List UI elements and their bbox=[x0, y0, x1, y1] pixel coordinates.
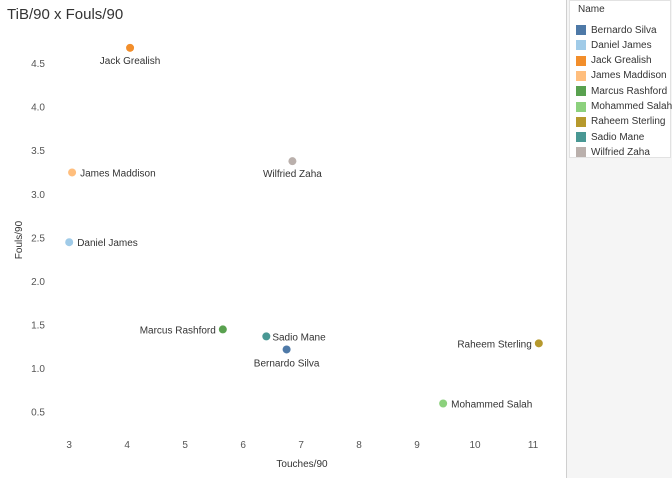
legend-title: Name bbox=[578, 4, 605, 15]
x-tick-label: 10 bbox=[469, 440, 481, 451]
y-tick-label: 1.5 bbox=[31, 321, 45, 332]
legend-label: Sadio Mane bbox=[591, 131, 645, 143]
y-tick-label: 4.5 bbox=[31, 59, 45, 70]
legend-label: James Maddison bbox=[591, 70, 667, 82]
x-tick-label: 4 bbox=[124, 440, 130, 451]
data-point[interactable] bbox=[288, 157, 297, 166]
legend-swatch bbox=[576, 147, 586, 158]
legend-swatch bbox=[576, 101, 586, 112]
x-tick-label: 5 bbox=[182, 440, 188, 451]
data-point[interactable] bbox=[262, 332, 271, 341]
x-tick-label: 8 bbox=[356, 440, 362, 451]
legend-label: Daniel James bbox=[591, 39, 652, 51]
legend-swatch bbox=[576, 132, 586, 143]
legend-item[interactable]: James Maddison bbox=[576, 69, 667, 83]
data-point[interactable] bbox=[65, 238, 74, 247]
legend-swatch bbox=[576, 40, 586, 51]
y-tick-label: 2.5 bbox=[31, 233, 45, 244]
x-tick-label: 11 bbox=[528, 440, 539, 451]
data-point[interactable] bbox=[218, 325, 227, 334]
y-tick-label: 1.0 bbox=[31, 364, 45, 375]
x-tick-label: 9 bbox=[414, 440, 420, 451]
chart-title: TiB/90 x Fouls/90 bbox=[7, 6, 124, 23]
data-label: Wilfried Zaha bbox=[263, 169, 322, 180]
y-axis-label: Fouls/90 bbox=[14, 220, 25, 259]
data-label: Jack Grealish bbox=[100, 56, 161, 67]
legend-label: Marcus Rashford bbox=[591, 85, 668, 97]
legend-panel: Name Bernardo Silva Daniel James Jack Grea… bbox=[566, 0, 672, 478]
legend-item[interactable]: Bernardo Silva bbox=[576, 23, 657, 37]
data-label: Daniel James bbox=[77, 238, 138, 249]
legend-item[interactable]: Jack Grealish bbox=[576, 54, 652, 68]
data-point[interactable] bbox=[68, 168, 77, 177]
legend-label: Wilfried Zaha bbox=[591, 146, 650, 158]
legend-item[interactable]: Marcus Rashford bbox=[576, 84, 667, 98]
legend-swatch bbox=[576, 116, 586, 127]
data-label: Marcus Rashford bbox=[140, 325, 216, 336]
data-label: Sadio Mane bbox=[272, 332, 326, 343]
legend-swatch bbox=[576, 70, 586, 81]
legend-swatch bbox=[576, 55, 586, 66]
x-tick-label: 3 bbox=[66, 440, 72, 451]
data-point[interactable] bbox=[126, 43, 135, 52]
data-label: James Maddison bbox=[80, 168, 156, 179]
y-tick-label: 3.5 bbox=[31, 146, 45, 157]
x-axis-label: Touches/90 bbox=[276, 459, 328, 470]
data-point[interactable] bbox=[439, 399, 448, 408]
legend-item[interactable]: Raheem Sterling bbox=[576, 115, 665, 129]
legend-item[interactable]: Mohammed Salah bbox=[576, 100, 672, 114]
legend-label: Bernardo Silva bbox=[591, 24, 657, 36]
legend-item[interactable]: Wilfried Zaha bbox=[576, 145, 650, 159]
legend-item[interactable]: Daniel James bbox=[576, 38, 652, 52]
legend-label: Jack Grealish bbox=[591, 55, 652, 67]
y-tick-label: 0.5 bbox=[31, 408, 45, 419]
x-tick-label: 6 bbox=[240, 440, 246, 451]
legend-swatch bbox=[576, 25, 586, 35]
data-label: Raheem Sterling bbox=[457, 339, 531, 350]
data-label: Bernardo Silva bbox=[254, 358, 320, 369]
scatter-plot: 3 4 5 6 7 8 9 10 11 0.51.01.52.02.53.03.54.04.5 … bbox=[14, 43, 543, 470]
legend-swatch bbox=[576, 86, 586, 97]
data-point[interactable] bbox=[534, 339, 543, 348]
legend-label: Mohammed Salah bbox=[591, 101, 672, 112]
legend: Name Bernardo Silva Daniel James Jack Grea… bbox=[569, 0, 672, 159]
data-label: Mohammed Salah bbox=[451, 399, 532, 410]
x-tick-label: 7 bbox=[298, 440, 304, 451]
legend-item[interactable]: Sadio Mane bbox=[576, 130, 644, 144]
y-tick-label: 3.0 bbox=[31, 190, 45, 201]
data-point[interactable] bbox=[282, 345, 291, 354]
legend-label: Raheem Sterling bbox=[591, 116, 666, 128]
y-tick-label: 4.0 bbox=[31, 103, 45, 114]
y-tick-label: 2.0 bbox=[31, 277, 45, 288]
